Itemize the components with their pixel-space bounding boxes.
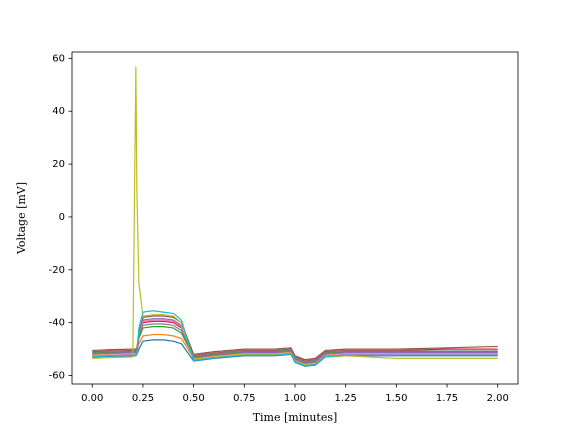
x-tick-label: 0.50 — [183, 393, 205, 404]
data-line — [92, 310, 498, 367]
x-axis-label: Time [minutes] — [253, 411, 338, 424]
y-tick-label: 0 — [59, 212, 65, 223]
x-tick-label: 1.75 — [436, 393, 458, 404]
y-tick-label: -20 — [49, 265, 65, 276]
y-tick-label: -40 — [49, 318, 65, 329]
x-tick-label: 0.00 — [81, 393, 103, 404]
y-tick-label: 20 — [52, 159, 65, 170]
x-tick-label: 0.25 — [132, 393, 154, 404]
x-tick-label: 1.50 — [385, 393, 407, 404]
x-tick-label: 0.75 — [233, 393, 255, 404]
y-tick-label: 40 — [52, 106, 65, 117]
y-tick-label: 60 — [52, 53, 65, 64]
x-tick-label: 2.00 — [487, 393, 509, 404]
x-tick-label: 1.25 — [335, 393, 357, 404]
x-tick-label: 1.00 — [284, 393, 306, 404]
y-tick-label: -60 — [49, 371, 65, 382]
y-axis-label: Voltage [mV] — [15, 182, 28, 255]
